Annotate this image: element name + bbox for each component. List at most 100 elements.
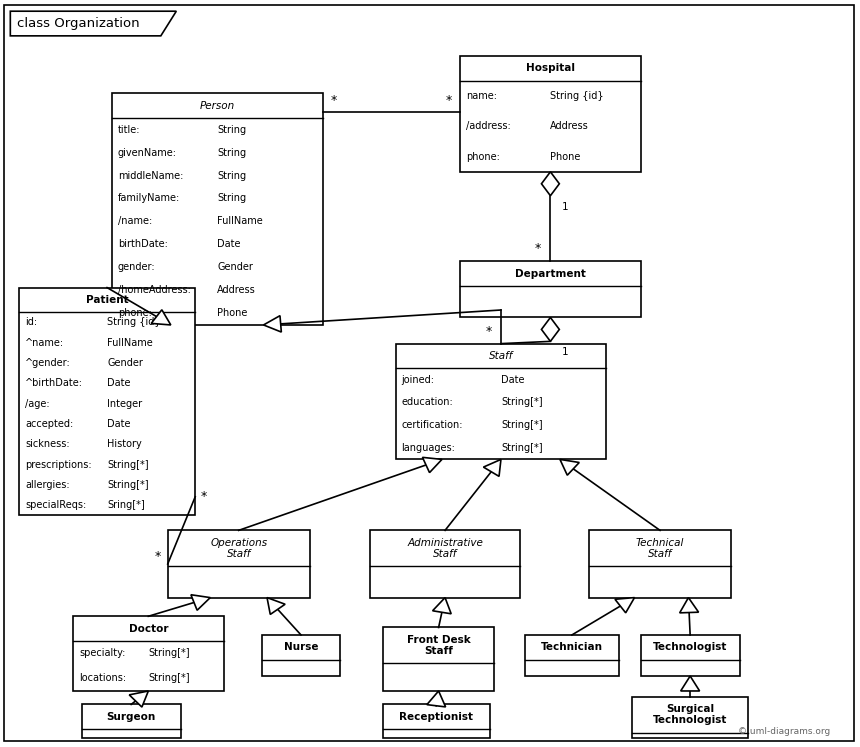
Text: middleName:: middleName: [118,170,183,181]
Polygon shape [560,459,580,475]
FancyBboxPatch shape [383,627,494,691]
Polygon shape [615,598,635,613]
Polygon shape [483,459,501,477]
Text: certification:: certification: [402,421,464,430]
Text: Staff: Staff [488,351,513,361]
FancyBboxPatch shape [632,697,748,738]
Text: Date: Date [501,375,525,385]
Text: String[*]: String[*] [501,421,543,430]
FancyBboxPatch shape [641,635,740,676]
Text: Front Desk
Staff: Front Desk Staff [407,635,470,656]
Text: Department: Department [515,269,586,279]
Text: givenName:: givenName: [118,147,177,158]
FancyBboxPatch shape [19,288,195,515]
Text: © uml-diagrams.org: © uml-diagrams.org [738,727,830,736]
Text: Nurse: Nurse [284,642,318,652]
Text: Technical
Staff: Technical Staff [636,538,685,559]
Text: ^name:: ^name: [25,338,64,347]
FancyBboxPatch shape [460,261,641,317]
Polygon shape [151,310,171,325]
Text: *: * [330,94,337,107]
Text: String {id}: String {id} [550,91,604,101]
Polygon shape [427,691,445,707]
Text: 1: 1 [562,347,568,357]
Text: Surgeon: Surgeon [107,712,156,722]
Text: *: * [535,243,541,255]
Text: /name:: /name: [118,217,152,226]
Polygon shape [191,595,210,610]
Text: Person: Person [200,101,235,111]
Text: locations:: locations: [79,674,126,684]
Text: allergies:: allergies: [25,480,70,490]
Text: education:: education: [402,397,453,407]
Text: Technologist: Technologist [653,642,728,652]
Text: Operations
Staff: Operations Staff [210,538,267,559]
Text: birthDate:: birthDate: [118,240,168,249]
Text: String {id}: String {id} [107,317,161,327]
Text: *: * [485,325,492,338]
Text: 1: 1 [562,202,568,211]
FancyBboxPatch shape [73,616,224,691]
FancyBboxPatch shape [383,704,490,738]
Text: Administrative
Staff: Administrative Staff [407,538,483,559]
Text: /homeAddress:: /homeAddress: [118,285,191,296]
Text: Phone: Phone [550,152,580,161]
Text: ^gender:: ^gender: [25,358,71,368]
Text: *: * [200,490,206,503]
Text: String[*]: String[*] [148,648,190,658]
Text: class Organization: class Organization [17,17,140,30]
Text: id:: id: [25,317,37,327]
Polygon shape [680,676,700,691]
Polygon shape [679,598,698,613]
Text: title:: title: [118,125,140,134]
Text: joined:: joined: [402,375,434,385]
Text: *: * [445,94,452,107]
Text: Address: Address [217,285,256,296]
Text: sickness:: sickness: [25,439,70,449]
Text: Receptionist: Receptionist [399,712,474,722]
Text: /age:: /age: [25,399,50,409]
Text: String[*]: String[*] [148,674,190,684]
FancyBboxPatch shape [525,635,619,676]
Text: FullName: FullName [107,338,153,347]
Text: Phone: Phone [217,309,248,318]
FancyBboxPatch shape [460,56,641,172]
Text: languages:: languages: [402,443,456,453]
Polygon shape [542,317,559,341]
Text: phone:: phone: [466,152,500,161]
Text: prescriptions:: prescriptions: [25,459,91,470]
Text: phone:: phone: [118,309,151,318]
Text: String: String [217,147,246,158]
Text: String: String [217,193,246,203]
Text: specialty:: specialty: [79,648,126,658]
Text: History: History [107,439,142,449]
Text: name:: name: [466,91,497,101]
Text: ^birthDate:: ^birthDate: [25,379,83,388]
Text: familyName:: familyName: [118,193,180,203]
Text: Gender: Gender [217,262,253,273]
Polygon shape [129,691,148,707]
Polygon shape [267,598,286,615]
FancyBboxPatch shape [262,635,340,676]
Text: String[*]: String[*] [107,480,149,490]
Text: Integer: Integer [107,399,142,409]
Text: accepted:: accepted: [25,419,73,429]
FancyBboxPatch shape [82,704,181,738]
Text: Gender: Gender [107,358,143,368]
Text: Date: Date [217,240,241,249]
FancyBboxPatch shape [396,344,606,459]
Text: String[*]: String[*] [501,397,543,407]
Text: Address: Address [550,121,589,131]
Text: String[*]: String[*] [107,459,149,470]
FancyBboxPatch shape [589,530,731,598]
Polygon shape [10,11,176,36]
Text: String: String [217,125,246,134]
Text: *: * [155,550,161,563]
Polygon shape [433,598,452,614]
Polygon shape [422,457,442,473]
Text: Technician: Technician [541,642,603,652]
FancyBboxPatch shape [168,530,310,598]
Text: String[*]: String[*] [501,443,543,453]
Text: gender:: gender: [118,262,156,273]
Text: Hospital: Hospital [526,63,574,73]
